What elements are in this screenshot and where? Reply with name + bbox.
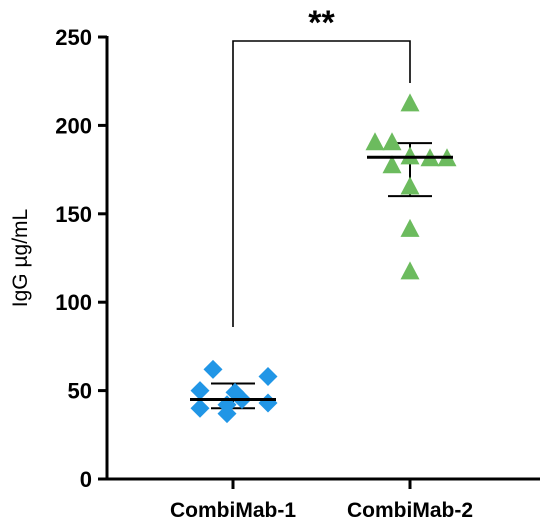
significance-bracket: ** [232,4,411,327]
y-tick-label: 50 [68,379,92,404]
data-point [400,261,420,280]
y-tick-label: 250 [55,25,92,50]
y-tick-label: 200 [55,113,92,138]
y-ticks: 0 50 100 150 200 250 [55,25,107,492]
data-point [400,146,420,165]
data-point [400,218,420,237]
x-category-labels: CombiMab-1 CombiMab-2 [170,479,473,522]
data-point [365,132,385,151]
data-point [382,132,402,151]
y-tick-label: 0 [80,467,92,492]
y-axis-title: IgG µg/mL [9,209,32,307]
data-point [258,393,278,413]
data-point [382,155,402,174]
data-point [190,381,210,401]
y-tick-label: 100 [55,290,92,315]
axes [105,36,540,481]
data-point [258,366,278,386]
data-point [190,398,210,418]
x-category-label: CombiMab-2 [347,499,473,522]
x-category-label: CombiMab-1 [170,499,296,522]
data-point [203,359,223,379]
data-points [190,93,457,424]
data-point [217,404,237,424]
data-point [400,93,420,112]
significance-label: ** [308,4,335,42]
error-bars [211,142,432,410]
y-tick-label: 150 [55,202,92,227]
bracket-line [232,40,411,327]
data-point [400,176,420,195]
